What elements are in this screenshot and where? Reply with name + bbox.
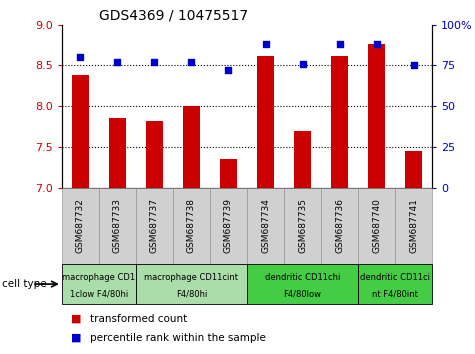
Bar: [321, 188, 358, 264]
Point: [151, 59, 158, 65]
Text: GSM687740: GSM687740: [372, 198, 381, 253]
Text: macrophage CD1: macrophage CD1: [62, 274, 135, 282]
Bar: [62, 264, 136, 304]
Text: ■: ■: [71, 314, 82, 324]
Point: [225, 68, 232, 73]
Text: GSM687737: GSM687737: [150, 198, 159, 253]
Bar: [173, 188, 210, 264]
Bar: [395, 188, 432, 264]
Bar: [146, 121, 163, 188]
Bar: [257, 56, 274, 188]
Bar: [62, 188, 99, 264]
Text: nt F4/80int: nt F4/80int: [372, 290, 418, 299]
Bar: [220, 159, 237, 188]
Text: GSM687733: GSM687733: [113, 198, 122, 253]
Text: GSM687734: GSM687734: [261, 198, 270, 253]
Point: [188, 59, 195, 65]
Bar: [247, 264, 358, 304]
Text: cell type: cell type: [2, 279, 47, 289]
Text: GSM687739: GSM687739: [224, 198, 233, 253]
Point: [114, 59, 121, 65]
Text: GDS4369 / 10475517: GDS4369 / 10475517: [99, 8, 248, 22]
Bar: [136, 264, 247, 304]
Bar: [72, 75, 89, 188]
Point: [410, 63, 418, 68]
Point: [262, 41, 269, 47]
Text: GSM687735: GSM687735: [298, 198, 307, 253]
Point: [336, 41, 343, 47]
Text: F4/80hi: F4/80hi: [176, 290, 207, 299]
Bar: [210, 188, 247, 264]
Text: 1clow F4/80hi: 1clow F4/80hi: [70, 290, 128, 299]
Point: [373, 41, 380, 47]
Point: [299, 61, 306, 67]
Text: percentile rank within the sample: percentile rank within the sample: [90, 333, 266, 343]
Text: transformed count: transformed count: [90, 314, 188, 324]
Text: ■: ■: [71, 333, 82, 343]
Bar: [358, 188, 395, 264]
Bar: [368, 44, 385, 188]
Bar: [183, 106, 200, 188]
Bar: [331, 56, 348, 188]
Bar: [136, 188, 173, 264]
Text: dendritic CD11chi: dendritic CD11chi: [265, 274, 340, 282]
Text: dendritic CD11ci: dendritic CD11ci: [360, 274, 430, 282]
Bar: [247, 188, 284, 264]
Bar: [405, 151, 422, 188]
Text: macrophage CD11cint: macrophage CD11cint: [144, 274, 238, 282]
Text: GSM687732: GSM687732: [76, 198, 85, 253]
Text: GSM687736: GSM687736: [335, 198, 344, 253]
Bar: [99, 188, 136, 264]
Text: GSM687738: GSM687738: [187, 198, 196, 253]
Bar: [284, 188, 321, 264]
Point: [76, 55, 84, 60]
Bar: [109, 119, 126, 188]
Bar: [358, 264, 432, 304]
Text: F4/80low: F4/80low: [284, 290, 322, 299]
Bar: [294, 131, 311, 188]
Text: GSM687741: GSM687741: [409, 198, 418, 253]
